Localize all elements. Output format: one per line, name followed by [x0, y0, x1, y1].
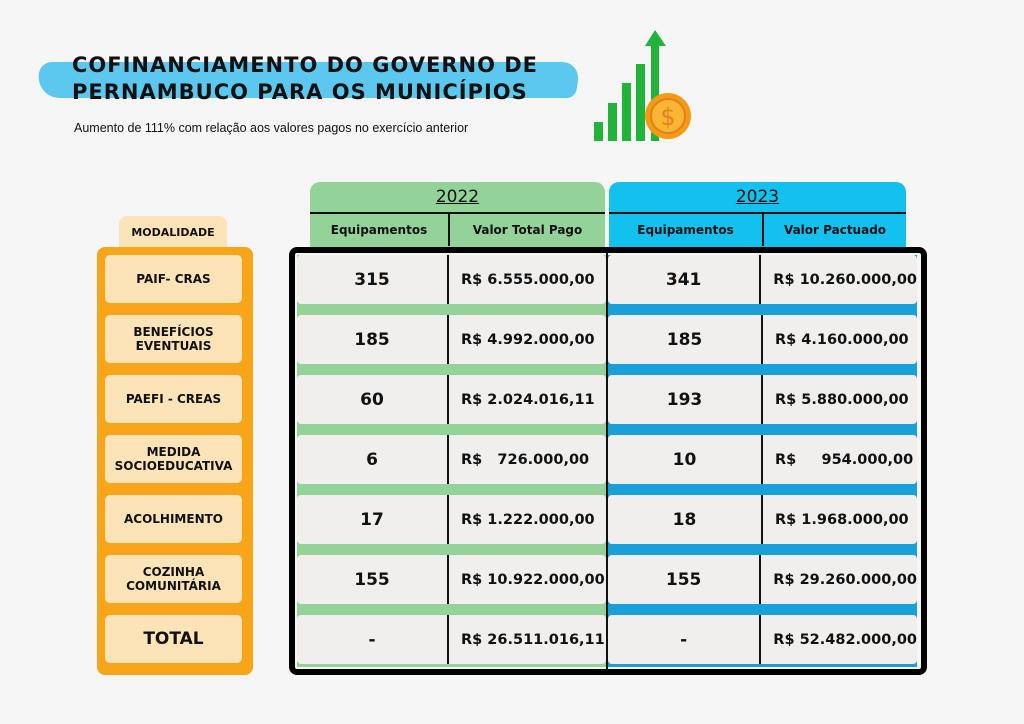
column-divider — [761, 495, 763, 544]
valor-2023: R$ 52.482.000,00 — [773, 631, 917, 648]
equipamentos-2023: - — [680, 629, 688, 650]
equipamentos-2023: 185 — [666, 329, 703, 350]
valor-2022: R$ 26.511.016,11 — [461, 631, 605, 648]
column-divider — [761, 315, 763, 364]
equipamentos-2023: 18 — [672, 509, 697, 530]
modalidade-cell: ACOLHIMENTO — [105, 495, 242, 543]
year-2022-label: 2022 — [310, 182, 605, 214]
table-row: 185 R$ 4.160.000,00 — [608, 315, 917, 364]
column-divider — [759, 255, 762, 304]
table-frame — [289, 247, 927, 675]
modalidade-cell: COZINHA COMUNITÁRIA — [105, 555, 242, 603]
column-divider — [447, 255, 449, 304]
col-equipamentos-2023: Equipamentos — [637, 223, 734, 237]
year-2023-label: 2023 — [609, 182, 906, 214]
modalidade-column: PAIF- CRAS BENEFÍCIOS EVENTUAIS PAEFI - CR… — [97, 247, 253, 675]
table-row: 341 R$ 10.260.000,00 — [608, 255, 917, 304]
valor-2023: R$ 10.260.000,00 — [773, 271, 917, 288]
equipamentos-2022: 155 — [354, 569, 390, 590]
valor-2023: R$ 954.000,00 — [775, 451, 914, 468]
valor-2022: R$ 6.555.000,00 — [461, 271, 595, 288]
equipamentos-2022: 60 — [360, 389, 384, 410]
column-divider — [447, 615, 449, 664]
valor-2022: R$ 1.222.000,00 — [461, 511, 595, 528]
svg-text:$: $ — [660, 103, 675, 131]
column-divider — [447, 375, 449, 424]
valor-2023: R$ 5.880.000,00 — [775, 391, 909, 408]
column-divider — [447, 555, 449, 604]
equipamentos-2022: - — [368, 629, 376, 650]
equipamentos-2022: 17 — [360, 509, 384, 530]
table-row: 10 R$ 954.000,00 — [608, 435, 917, 484]
header-2022: 2022 Equipamentos Valor Total Pago — [310, 182, 605, 248]
title-line-2: PERNAMBUCO PARA OS MUNICÍPIOS — [72, 80, 528, 104]
table-row: 315 R$ 6.555.000,00 — [297, 255, 606, 304]
valor-2023: R$ 29.260.000,00 — [773, 571, 917, 588]
table-row: 60 R$ 2.024.016,11 — [297, 375, 606, 424]
modalidade-header: MODALIDADE — [119, 216, 227, 248]
column-divider — [759, 615, 762, 664]
modalidade-cell: MEDIDA SOCIOEDUCATIVA — [105, 435, 242, 483]
valor-2023: R$ 1.968.000,00 — [775, 511, 909, 528]
valor-2022: R$ 4.992.000,00 — [461, 331, 595, 348]
section-2023: 341 R$ 10.260.000,00 185 R$ 4.160.000,00 193… — [608, 255, 917, 667]
table-row: - R$ 26.511.016,11 — [297, 615, 606, 664]
equipamentos-2023: 341 — [665, 269, 702, 290]
valor-2022: R$ 10.922.000,00 — [461, 571, 605, 588]
modalidade-cell: TOTAL — [105, 615, 242, 663]
table-row: 155 R$ 29.260.000,00 — [608, 555, 917, 604]
modalidade-cell: BENEFÍCIOS EVENTUAIS — [105, 315, 242, 363]
col-equipamentos-2022: Equipamentos — [330, 223, 428, 237]
table-row: 18 R$ 1.968.000,00 — [608, 495, 917, 544]
section-2022: 315 R$ 6.555.000,00 185 R$ 4.992.000,00 60 R$… — [297, 255, 606, 667]
col-valor-pactuado: Valor Pactuado — [783, 223, 887, 237]
equipamentos-2023: 193 — [666, 389, 703, 410]
valor-2023: R$ 4.160.000,00 — [775, 331, 909, 348]
table-row: 155 R$ 10.922.000,00 — [297, 555, 606, 604]
column-divider — [759, 555, 762, 604]
page-title: COFINANCIAMENTO DO GOVERNO DE PERNAMBUCO… — [72, 52, 538, 106]
modalidade-cell: PAEFI - CREAS — [105, 375, 242, 423]
modalidade-cell: PAIF- CRAS — [105, 255, 242, 303]
year-divider — [606, 252, 608, 670]
equipamentos-2022: 6 — [366, 449, 378, 470]
equipamentos-2022: 185 — [354, 329, 390, 350]
valor-2022: R$ 726.000,00 — [461, 451, 590, 468]
table-row: - R$ 52.482.000,00 — [608, 615, 917, 664]
column-divider — [447, 435, 449, 484]
subtitle: Aumento de 111% com relação aos valores … — [74, 121, 469, 135]
col-valor-total-pago: Valor Total Pago — [472, 223, 583, 237]
growth-chart-coin-icon: $ — [594, 30, 691, 141]
column-divider — [447, 315, 449, 364]
table-row: 6 R$ 726.000,00 — [297, 435, 606, 484]
equipamentos-2023: 10 — [672, 449, 697, 470]
table-row: 17 R$ 1.222.000,00 — [297, 495, 606, 544]
table-row: 185 R$ 4.992.000,00 — [297, 315, 606, 364]
header-2023: 2023 Equipamentos Valor Pactuado — [609, 182, 906, 248]
equipamentos-2023: 155 — [665, 569, 702, 590]
column-divider — [761, 435, 763, 484]
title-line-1: COFINANCIAMENTO DO GOVERNO DE — [72, 53, 539, 77]
valor-2022: R$ 2.024.016,11 — [461, 391, 595, 408]
column-divider — [447, 495, 449, 544]
column-divider — [761, 375, 763, 424]
equipamentos-2022: 315 — [354, 269, 390, 290]
table-row: 193 R$ 5.880.000,00 — [608, 375, 917, 424]
